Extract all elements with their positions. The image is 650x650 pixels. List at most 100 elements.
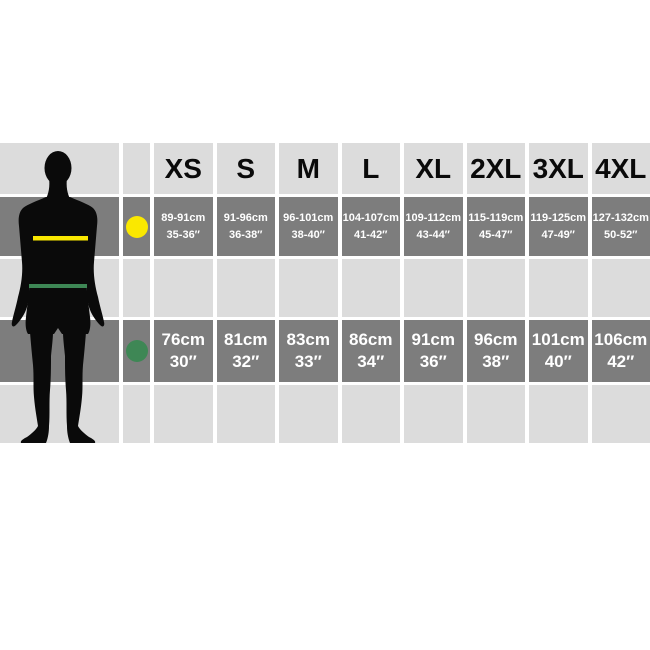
- chest-in-value: 45-47″: [479, 228, 513, 241]
- silhouette-head: [44, 151, 72, 185]
- waist-cell-m: 83cm 33″: [279, 320, 338, 382]
- waist-cell-xs: 76cm 30″: [154, 320, 213, 382]
- silhouette-neck: [45, 177, 71, 201]
- chest-in-value: 36-38″: [229, 228, 263, 241]
- waist-cm-value: 81cm: [224, 329, 268, 349]
- waist-cm-value: 86cm: [349, 329, 393, 349]
- header-cell-l: L: [341, 143, 400, 194]
- waist-in-value: 32″: [232, 352, 260, 371]
- header-cell-xl: XL: [404, 143, 463, 194]
- silhouette-left-leg: [20, 332, 54, 443]
- chest-marker-icon: [125, 215, 148, 238]
- waist-in-value: 33″: [294, 352, 322, 371]
- chest-cm-value: 91-96cm: [223, 212, 268, 224]
- chest-cell-m: 96-101cm 38-40″: [279, 197, 338, 256]
- spacer-cell: [466, 259, 525, 317]
- bottom-cell: [123, 385, 150, 443]
- size-label-s: S: [236, 152, 256, 184]
- waist-cell-xl: 91cm 36″: [404, 320, 463, 382]
- chest-cell-s: 91-96cm 36-38″: [216, 197, 275, 256]
- chest-in-value: 47-49″: [541, 228, 575, 241]
- bottom-cell: [216, 385, 275, 443]
- size-label-l: L: [362, 152, 380, 184]
- chest-cell-xl: 109-112cm 43-44″: [404, 197, 463, 256]
- man-silhouette-figure: [11, 151, 105, 443]
- figure-column-waist-band: [0, 320, 119, 382]
- header-cell-m: M: [279, 143, 338, 194]
- spacer-cell: [341, 259, 400, 317]
- waist-marker-icon: [125, 340, 148, 362]
- size-label-4xl: 4XL: [595, 152, 647, 184]
- chest-cm-value: 96-101cm: [283, 212, 334, 224]
- header-cell-4xl: 4XL: [591, 143, 650, 194]
- chest-cm-value: 127-132cm: [592, 212, 649, 224]
- waist-in-value: 38″: [482, 352, 510, 371]
- figure-column-bottom-band: [0, 385, 119, 443]
- waist-in-value: 30″: [169, 352, 197, 371]
- bottom-cell: [341, 385, 400, 443]
- bottom-cell: [404, 385, 463, 443]
- header-cell-3xl: 3XL: [529, 143, 588, 194]
- chest-cm-value: 104-107cm: [342, 212, 399, 224]
- waist-cm-value: 106cm: [594, 329, 648, 349]
- chest-marker-cell: [123, 197, 150, 256]
- spacer-cell: [279, 259, 338, 317]
- spacer-cell: [529, 259, 588, 317]
- chest-cell-xs: 89-91cm 35-36″: [154, 197, 213, 256]
- waist-measure-line: [29, 284, 87, 288]
- waist-cell-4xl: 106cm 42″: [591, 320, 650, 382]
- size-chart-grid: XS S M L XL 2XL 3XL 4XL 89-91cm 35-36″ 91…: [0, 143, 650, 443]
- waist-in-value: 40″: [544, 352, 572, 371]
- chest-in-value: 38-40″: [291, 228, 325, 241]
- chest-in-value: 43-44″: [416, 228, 450, 241]
- waist-cell-s: 81cm 32″: [216, 320, 275, 382]
- waist-cell-2xl: 96cm 38″: [466, 320, 525, 382]
- bottom-cell: [279, 385, 338, 443]
- silhouette-body: [11, 151, 105, 443]
- waist-in-value: 36″: [419, 352, 447, 371]
- chest-in-value: 50-52″: [604, 228, 638, 241]
- waist-in-value: 34″: [357, 352, 385, 371]
- waist-cm-value: 76cm: [161, 329, 205, 349]
- header-cell-2xl: 2XL: [466, 143, 525, 194]
- waist-cm-value: 101cm: [531, 329, 585, 349]
- spacer-cell: [216, 259, 275, 317]
- size-label-m: M: [296, 152, 320, 184]
- bottom-cell: [529, 385, 588, 443]
- spacer-cell: [123, 259, 150, 317]
- size-label-xl: XL: [415, 152, 452, 184]
- waist-cm-value: 91cm: [411, 329, 455, 349]
- waist-marker-cell: [123, 320, 150, 382]
- chest-cell-4xl: 127-132cm 50-52″: [591, 197, 650, 256]
- header-cell-xs: XS: [154, 143, 213, 194]
- chest-cell-l: 104-107cm 41-42″: [341, 197, 400, 256]
- waist-cm-value: 83cm: [286, 329, 330, 349]
- waist-in-value: 42″: [607, 352, 635, 371]
- marker-column-header-cell: [123, 143, 150, 194]
- chest-cm-value: 109-112cm: [405, 212, 462, 224]
- chest-cell-2xl: 115-119cm 45-47″: [466, 197, 525, 256]
- chest-cm-value: 119-125cm: [530, 212, 587, 224]
- silhouette-right-leg: [63, 332, 96, 443]
- bottom-cell: [466, 385, 525, 443]
- waist-cell-l: 86cm 34″: [341, 320, 400, 382]
- chest-in-value: 41-42″: [354, 228, 388, 241]
- size-label-3xl: 3XL: [532, 152, 584, 184]
- size-label-2xl: 2XL: [470, 152, 522, 184]
- chest-cm-value: 115-119cm: [468, 212, 524, 224]
- chest-cell-3xl: 119-125cm 47-49″: [529, 197, 588, 256]
- header-cell-s: S: [216, 143, 275, 194]
- bottom-cell: [154, 385, 213, 443]
- chest-cm-value: 89-91cm: [161, 212, 206, 224]
- spacer-cell: [154, 259, 213, 317]
- silhouette-shorts: [25, 281, 91, 334]
- spacer-cell: [404, 259, 463, 317]
- waist-cm-value: 96cm: [474, 329, 518, 349]
- size-label-xs: XS: [164, 152, 202, 184]
- bottom-cell: [591, 385, 650, 443]
- chest-in-value: 35-36″: [166, 228, 200, 241]
- waist-cell-3xl: 101cm 40″: [529, 320, 588, 382]
- spacer-cell: [591, 259, 650, 317]
- chest-measure-line: [33, 236, 88, 241]
